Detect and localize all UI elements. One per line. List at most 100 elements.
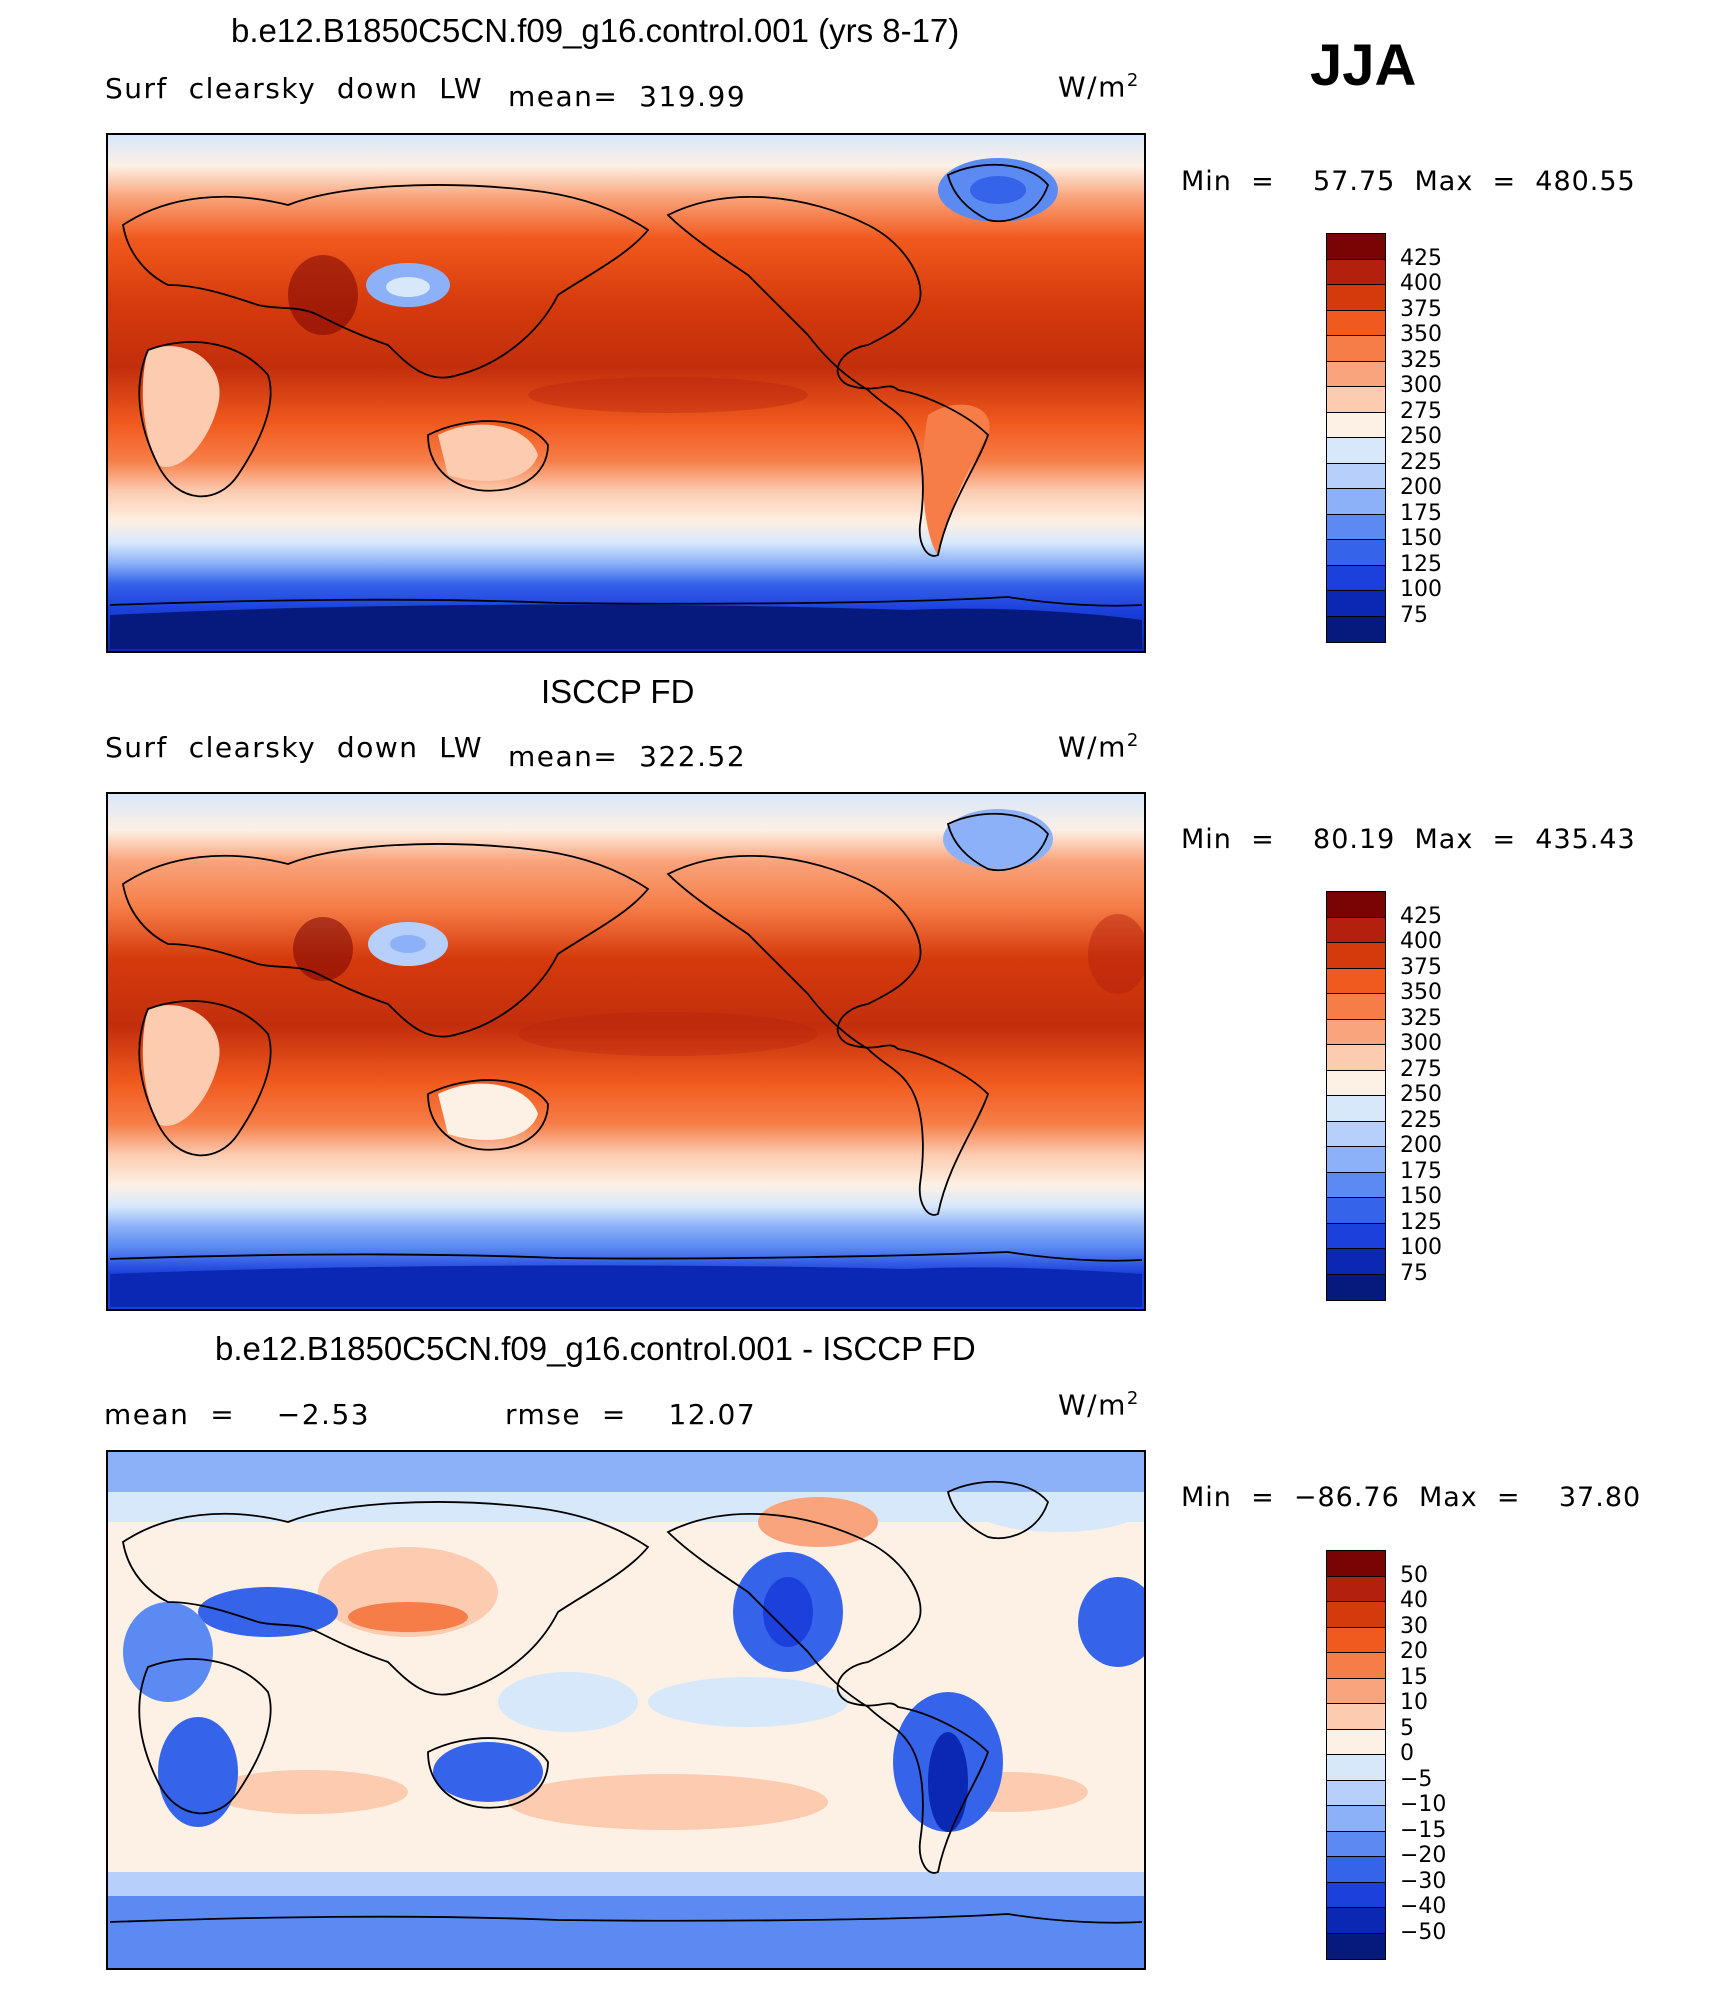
colorbar-tick-label: −10	[1400, 1792, 1447, 1817]
colorbar-box	[1327, 412, 1385, 438]
colorbar-box	[1327, 892, 1385, 918]
colorbar-box	[1327, 565, 1385, 591]
colorbar-tick-label: 425	[1400, 245, 1442, 271]
colorbar-tick-label: −30	[1400, 1868, 1447, 1894]
colorbar-box	[1327, 1933, 1385, 1959]
colorbar-box	[1327, 1198, 1385, 1224]
colorbar-box	[1327, 1831, 1385, 1857]
panel3-rmse-label: rmse = 12.07	[505, 1398, 757, 1431]
colorbar-tick-label: −40	[1400, 1894, 1447, 1919]
panel2-map	[106, 792, 1146, 1311]
panel2-mean-label: mean= 322.52	[508, 740, 747, 773]
colorbar-tick-label: −50	[1400, 1919, 1447, 1945]
panel1-title: b.e12.B1850C5CN.f09_g16.control.001 (yrs…	[231, 12, 960, 49]
colorbar-box	[1327, 540, 1385, 566]
colorbar-tick-label: 275	[1400, 1056, 1442, 1082]
colorbar-box	[1327, 1172, 1385, 1198]
colorbar-box	[1327, 310, 1385, 336]
colorbar-tick-label: 200	[1400, 1133, 1442, 1158]
colorbar-tick-label: 10	[1400, 1690, 1428, 1715]
colorbar-tick-label: 30	[1400, 1613, 1428, 1639]
colorbar-box	[1327, 1121, 1385, 1147]
colorbar-box	[1327, 259, 1385, 285]
colorbar-box	[1327, 1223, 1385, 1249]
colorbar-tick-label: 100	[1400, 1235, 1442, 1260]
colorbar-tick-label: 225	[1400, 1107, 1442, 1133]
colorbar-box	[1327, 463, 1385, 489]
panel1-colorbar	[1326, 233, 1386, 643]
colorbar-tick-label: 325	[1400, 1005, 1442, 1031]
colorbar-box	[1327, 1249, 1385, 1275]
colorbar-box	[1327, 361, 1385, 387]
colorbar-box	[1327, 438, 1385, 464]
colorbar-box	[1327, 917, 1385, 943]
panel3-field	[108, 1452, 1144, 1968]
panel1-units-label: W/m2	[1058, 70, 1140, 104]
colorbar-box	[1327, 387, 1385, 413]
panel1-field	[108, 135, 1144, 651]
colorbar-tick-label: 400	[1400, 929, 1442, 954]
colorbar-box	[1327, 489, 1385, 515]
colorbar-box	[1327, 336, 1385, 362]
colorbar-box	[1327, 968, 1385, 994]
colorbar-tick-label: 175	[1400, 1158, 1442, 1184]
season-label: JJA	[1310, 33, 1417, 98]
colorbar-tick-label: 350	[1400, 980, 1442, 1005]
colorbar-box	[1327, 1602, 1385, 1628]
colorbar-box	[1327, 1627, 1385, 1653]
colorbar-tick-label: 75	[1400, 602, 1428, 628]
colorbar-box	[1327, 1070, 1385, 1096]
colorbar-tick-label: 425	[1400, 903, 1442, 929]
colorbar-box	[1327, 1806, 1385, 1832]
panel3-mean-label: mean = −2.53	[104, 1398, 371, 1431]
colorbar-box	[1327, 1551, 1385, 1577]
colorbar-tick-label: 100	[1400, 577, 1442, 602]
panel2-units-label: W/m2	[1058, 730, 1140, 764]
colorbar-tick-label: 300	[1400, 373, 1442, 398]
colorbar-tick-label: 325	[1400, 347, 1442, 373]
colorbar-tick-label: 350	[1400, 322, 1442, 347]
colorbar-tick-label: 300	[1400, 1031, 1442, 1056]
colorbar-tick-label: 20	[1400, 1639, 1428, 1664]
colorbar-tick-label: 40	[1400, 1588, 1428, 1613]
colorbar-box	[1327, 1755, 1385, 1781]
colorbar-box	[1327, 1045, 1385, 1071]
panel2-field	[108, 794, 1144, 1309]
panel3-minmax: Min = −86.76 Max = 37.80	[1181, 1482, 1642, 1513]
colorbar-box	[1327, 1704, 1385, 1730]
colorbar-tick-label: 375	[1400, 296, 1442, 322]
panel1-mean-label: mean= 319.99	[508, 80, 747, 113]
colorbar-box	[1327, 1019, 1385, 1045]
colorbar-tick-label: 125	[1400, 551, 1442, 577]
colorbar-box	[1327, 1857, 1385, 1883]
colorbar-box	[1327, 514, 1385, 540]
colorbar-tick-label: 225	[1400, 449, 1442, 475]
panel2-minmax: Min = 80.19 Max = 435.43	[1181, 824, 1636, 855]
colorbar-box	[1327, 616, 1385, 642]
colorbar-tick-label: 5	[1400, 1715, 1414, 1741]
panel3-map	[106, 1450, 1146, 1970]
colorbar-box	[1327, 591, 1385, 617]
panel3-units-label: W/m2	[1058, 1388, 1140, 1422]
colorbar-box	[1327, 1908, 1385, 1934]
colorbar-tick-label: 125	[1400, 1209, 1442, 1235]
colorbar-box	[1327, 1780, 1385, 1806]
colorbar-box	[1327, 994, 1385, 1020]
panel2-title: ISCCP FD	[541, 673, 695, 710]
colorbar-box	[1327, 1729, 1385, 1755]
colorbar-box	[1327, 1274, 1385, 1300]
colorbar-tick-label: 275	[1400, 398, 1442, 424]
panel3-title: b.e12.B1850C5CN.f09_g16.control.001 - IS…	[215, 1330, 976, 1367]
colorbar-tick-label: 150	[1400, 526, 1442, 551]
panel1-map	[106, 133, 1146, 653]
colorbar-tick-label: 250	[1400, 1082, 1442, 1107]
panel1-variable-label: Surf clearsky down LW	[105, 72, 484, 105]
colorbar-box	[1327, 943, 1385, 969]
panel2-variable-label: Surf clearsky down LW	[105, 731, 484, 764]
colorbar-box	[1327, 1678, 1385, 1704]
panel1-minmax: Min = 57.75 Max = 480.55	[1181, 166, 1636, 197]
colorbar-box	[1327, 1147, 1385, 1173]
colorbar-tick-label: −5	[1400, 1766, 1433, 1792]
colorbar-tick-label: 200	[1400, 475, 1442, 500]
colorbar-box	[1327, 1882, 1385, 1908]
